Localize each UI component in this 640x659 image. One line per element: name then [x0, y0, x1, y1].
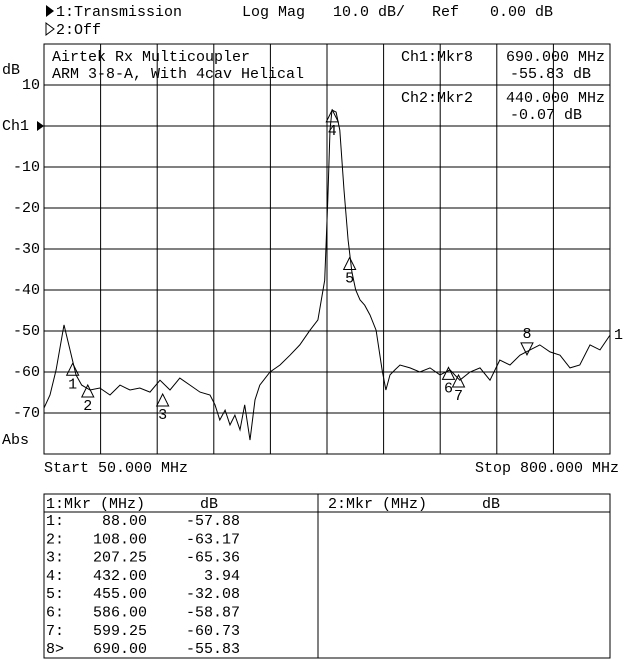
- y-tick-label: -10: [13, 159, 40, 176]
- plot-frame: [43, 43, 611, 455]
- y-tick-label: -20: [13, 200, 40, 217]
- marker: [325, 108, 340, 123]
- marker: [451, 373, 466, 388]
- marker: [342, 256, 357, 271]
- y-tick-label: -50: [13, 323, 40, 340]
- readout-freq: 690.000 MHz: [506, 49, 605, 66]
- marker-label: 2: [83, 398, 92, 415]
- y-axis-bottom-label: Abs: [2, 432, 29, 449]
- table-header: 2:Mkr (MHz): [328, 496, 427, 513]
- format-label: Log Mag: [242, 4, 305, 21]
- ref-arrow: [37, 121, 44, 131]
- marker-level: -60.73: [186, 623, 240, 640]
- table-header: dB: [482, 496, 500, 513]
- inactive-channel-arrow: [45, 22, 55, 36]
- marker-level: -32.08: [186, 586, 240, 603]
- channel-1-label: 1:Transmission: [56, 4, 182, 21]
- plot: [43, 44, 611, 454]
- marker-level: -65.36: [186, 550, 240, 567]
- readout-level: -55.83 dB: [510, 66, 591, 83]
- marker-table: [43, 493, 611, 659]
- marker-freq: 599.25: [93, 623, 147, 640]
- row-label: 6:: [46, 604, 64, 621]
- stop-label: Stop 800.000 MHz: [475, 460, 619, 477]
- channel-2-label: 2:Off: [56, 22, 101, 39]
- start-label: Start 50.000 MHz: [44, 460, 188, 477]
- marker-label: 7: [454, 388, 463, 405]
- marker-label: 3: [158, 407, 167, 424]
- row-label: 4:: [46, 568, 64, 585]
- marker-level: -55.83: [186, 641, 240, 658]
- row-label: 5:: [46, 586, 64, 603]
- marker-freq: 690.00: [93, 641, 147, 658]
- y-tick-label: -70: [13, 405, 40, 422]
- marker-freq: 88.00: [102, 513, 147, 530]
- marker-freq: 586.00: [93, 604, 147, 621]
- y-tick-label: Ch1: [2, 118, 29, 135]
- table-header: dB: [200, 496, 218, 513]
- marker-label: 4: [328, 123, 337, 140]
- marker-freq: 455.00: [93, 586, 147, 603]
- title-annotation: Airtek Rx Multicoupler: [52, 49, 250, 66]
- y-tick-label: -60: [13, 364, 40, 381]
- scale-label: 10.0 dB/: [333, 4, 405, 21]
- subtitle-annotation: ARM 3-8-A, With 4cav Helical: [52, 66, 304, 83]
- row-label: 2:: [46, 531, 64, 548]
- y-tick-label: 10: [22, 77, 40, 94]
- y-axis-unit: dB: [2, 62, 20, 79]
- marker-label: 8: [522, 326, 531, 343]
- marker: [80, 383, 95, 398]
- row-label: 8>: [46, 641, 64, 658]
- marker: [520, 342, 534, 357]
- marker: [155, 392, 170, 407]
- trace: [43, 109, 611, 441]
- marker-label: 1: [68, 376, 77, 393]
- trace-label: 1: [614, 327, 623, 344]
- readout-freq: 440.000 MHz: [506, 90, 605, 107]
- marker-level: -63.17: [186, 531, 240, 548]
- marker-level: -57.88: [186, 513, 240, 530]
- marker-label: 6: [444, 380, 453, 397]
- readout-name: Ch1:Mkr8: [401, 49, 473, 66]
- row-label: 3:: [46, 550, 64, 567]
- table-rows: 1: 88.00 -57.88 2: 108.00 -63.17 3: 207.25 -65.3…: [46, 513, 240, 658]
- marker: [441, 366, 456, 380]
- y-tick-label: -30: [13, 241, 40, 258]
- row-label: 7:: [46, 623, 64, 640]
- ref-label: Ref: [432, 4, 459, 21]
- marker-label: 5: [345, 270, 354, 287]
- marker-freq: 207.25: [93, 550, 147, 567]
- table-header: 1:Mkr (MHz): [46, 496, 145, 513]
- marker-freq: 108.00: [93, 531, 147, 548]
- ref-value: 0.00 dB: [490, 4, 553, 21]
- marker: [65, 362, 80, 376]
- active-channel-arrow: [46, 5, 54, 17]
- marker-freq: 432.00: [93, 568, 147, 585]
- readout-name: Ch2:Mkr2: [401, 90, 473, 107]
- row-label: 1:: [46, 513, 64, 530]
- readout-level: -0.07 dB: [510, 107, 582, 124]
- marker-level: 3.94: [204, 568, 240, 585]
- y-tick-label: -40: [13, 282, 40, 299]
- marker-level: -58.87: [186, 604, 240, 621]
